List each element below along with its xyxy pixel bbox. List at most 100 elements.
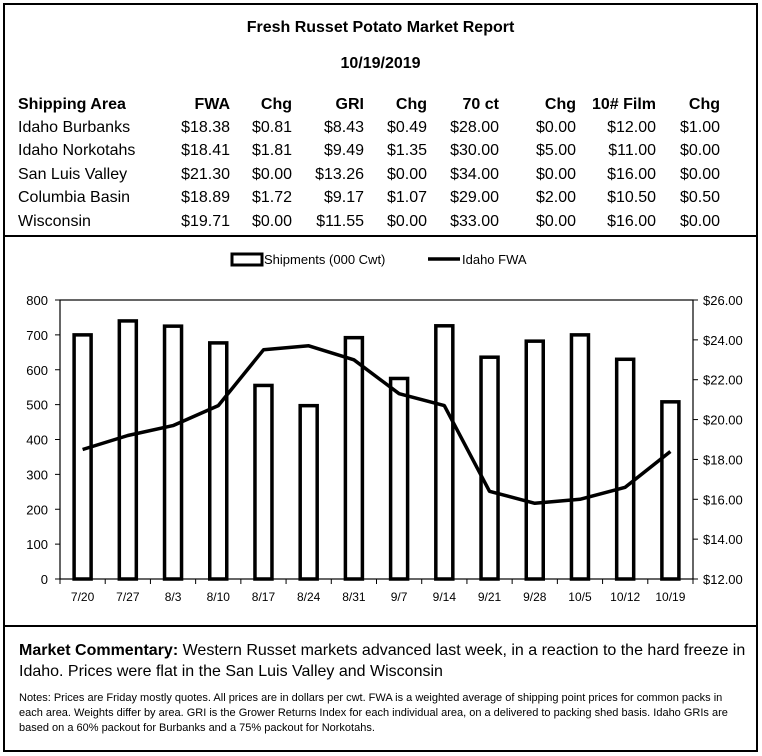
legend-swatch-shipments [230, 252, 264, 267]
x-axis-tick-label: 8/31 [342, 590, 366, 604]
table-cell: $18.38 [181, 118, 230, 136]
market-commentary: Market Commentary: Western Russet market… [19, 640, 747, 682]
table-cell: Idaho Burbanks [18, 118, 131, 136]
shipments-bar [72, 333, 93, 581]
shipments-bar [162, 324, 184, 581]
left-axis-tick-label: 200 [26, 502, 48, 517]
table-cell: $29.00 [450, 189, 499, 207]
table-cell: $18.89 [181, 189, 230, 207]
shipments-bar [569, 333, 591, 581]
x-axis-tick-label: 10/5 [568, 590, 592, 604]
table-cell: San Luis Valley [18, 165, 128, 183]
table-cell: $8.43 [323, 118, 364, 136]
col-header-gri: GRI [335, 96, 364, 113]
col-header-fwa-chg: Chg [260, 96, 292, 113]
table-cell: $16.00 [607, 165, 656, 183]
col-header-film-chg: Chg [688, 96, 720, 113]
table-row: Columbia Basin $18.89 $1.72 $9.17 $1.07 … [18, 187, 720, 211]
commentary-label: Market Commentary: [19, 642, 179, 659]
chart-legend: Shipments (000 Cwt) Idaho FWA [230, 252, 527, 267]
table-cell: $1.35 [386, 142, 427, 160]
table-cell: $18.41 [181, 142, 230, 160]
table-cell: $0.00 [386, 165, 427, 183]
shipments-bar [524, 339, 545, 581]
x-axis-tick-label: 9/28 [523, 590, 547, 604]
table-cell: $30.00 [450, 142, 499, 160]
right-axis-tick-label: $24.00 [703, 333, 743, 348]
col-header-fwa: FWA [194, 96, 230, 113]
right-axis-tick-label: $12.00 [703, 572, 743, 587]
report-notes: Notes: Prices are Friday mostly quotes. … [19, 692, 728, 734]
shipments-bar [434, 324, 455, 581]
x-axis-tick-label: 8/10 [207, 590, 231, 604]
table-cell: $1.81 [251, 142, 292, 160]
table-cell: $1.00 [679, 118, 720, 136]
report-title: Fresh Russet Potato Market Report [246, 19, 515, 36]
table-cell: $28.00 [450, 118, 499, 136]
right-axis-tick-label: $20.00 [703, 413, 743, 428]
x-axis-tick-label: 7/27 [116, 590, 140, 604]
table-cell: $13.26 [315, 165, 364, 183]
shipments-price-chart: Shipments (000 Cwt) Idaho FWA 0 100 200 300… [26, 252, 742, 604]
right-axis-tick-label: $18.00 [703, 452, 743, 467]
table-cell: $0.00 [535, 165, 576, 183]
table-cell: $0.00 [251, 165, 292, 183]
left-axis-tick-label: 800 [26, 293, 48, 308]
col-header-70ct: 70 ct [462, 96, 499, 113]
table-cell: $0.00 [679, 212, 720, 230]
table-cell: $33.00 [450, 212, 499, 230]
legend-label-shipments: Shipments (000 Cwt) [264, 252, 385, 267]
left-axis-tick-label: 700 [26, 328, 48, 343]
left-axis-tick-label: 400 [26, 433, 48, 448]
table-cell: $10.50 [607, 189, 656, 207]
x-axis-tick-label: 10/19 [655, 590, 685, 604]
table-cell: $0.00 [679, 142, 720, 160]
table-cell: Idaho Norkotahs [18, 142, 136, 160]
table-cell: $0.50 [679, 189, 720, 207]
table-row: Idaho Burbanks $18.38 $0.81 $8.43 $0.49 … [18, 116, 720, 140]
price-table-header-row: Shipping Area FWA Chg GRI Chg 70 ct Chg … [18, 94, 720, 116]
shipments-bar [660, 400, 681, 581]
x-axis-tick-label: 8/17 [252, 590, 276, 604]
col-header-10lb-film: 10# Film [591, 96, 656, 113]
report-date: 10/19/2019 [340, 55, 421, 72]
table-cell: $0.00 [386, 212, 427, 230]
table-cell: $0.00 [535, 212, 576, 230]
table-cell: $19.71 [181, 212, 230, 230]
x-axis-tick-label: 10/12 [610, 590, 640, 604]
table-cell: $1.72 [251, 189, 292, 207]
commentary-text: Western Russet markets advanced last wee… [19, 642, 746, 680]
table-cell: $0.81 [251, 118, 292, 136]
left-axis-tick-label: 500 [26, 398, 48, 413]
shipments-bar [208, 341, 229, 581]
x-axis-tick-label: 9/7 [391, 590, 408, 604]
x-axis-tick-label: 9/14 [433, 590, 457, 604]
table-cell: $9.17 [323, 189, 364, 207]
table-cell: $5.00 [535, 142, 576, 160]
col-header-shipping-area: Shipping Area [18, 96, 126, 113]
x-axis-tick-label: 8/3 [165, 590, 182, 604]
price-table: Shipping Area FWA Chg GRI Chg 70 ct Chg … [18, 94, 720, 234]
table-cell: $21.30 [181, 165, 230, 183]
shipments-bar [388, 376, 410, 581]
left-axis-tick-label: 100 [26, 537, 48, 552]
idaho-fwa-line [82, 344, 672, 506]
shipments-bar [343, 335, 365, 581]
table-row: Wisconsin $19.71 $0.00 $11.55 $0.00 $33.… [18, 210, 720, 234]
table-cell: $0.00 [251, 212, 292, 230]
right-axis-tick-label: $14.00 [703, 532, 743, 547]
table-cell: $0.49 [386, 118, 427, 136]
shipments-bar [479, 355, 500, 581]
plot-area: 0 100 200 300 400 500 600 700 800 $12.00 $14.00 $16… [26, 293, 742, 604]
plot-frame [59, 299, 694, 580]
shipments-bar [117, 319, 139, 581]
table-cell: $9.49 [323, 142, 364, 160]
table-cell: $11.00 [608, 142, 656, 160]
shipments-bar [298, 403, 319, 581]
legend-label-idaho-fwa: Idaho FWA [462, 252, 527, 267]
table-cell: $2.00 [535, 189, 576, 207]
table-cell: Wisconsin [18, 212, 91, 230]
shipments-bar [253, 383, 274, 581]
col-header-gri-chg: Chg [395, 96, 427, 113]
col-header-70ct-chg: Chg [544, 96, 576, 113]
